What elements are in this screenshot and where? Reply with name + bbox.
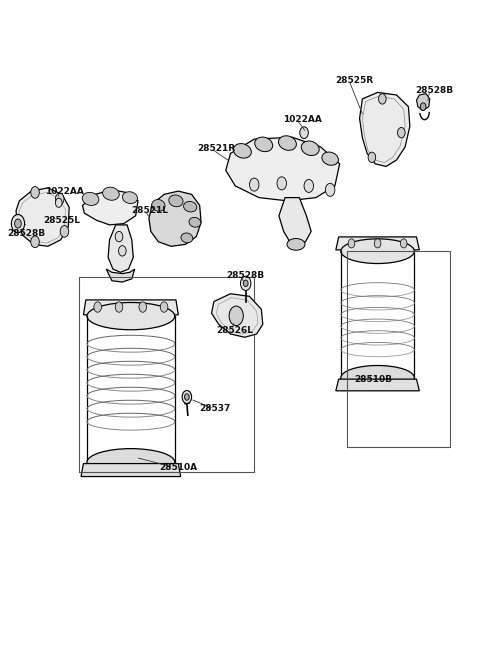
Ellipse shape [82, 193, 99, 206]
Circle shape [304, 179, 313, 193]
Text: 28521L: 28521L [131, 206, 168, 215]
Circle shape [243, 280, 248, 287]
Circle shape [368, 152, 376, 162]
Text: 1022AA: 1022AA [46, 187, 84, 196]
Ellipse shape [181, 233, 193, 243]
Polygon shape [16, 188, 69, 246]
Circle shape [31, 187, 39, 198]
Text: 1022AA: 1022AA [283, 115, 322, 124]
Polygon shape [212, 293, 263, 337]
Circle shape [250, 178, 259, 191]
Text: 28528B: 28528B [8, 229, 46, 238]
Circle shape [56, 198, 62, 208]
Polygon shape [336, 379, 420, 391]
Text: 28528B: 28528B [226, 271, 264, 280]
Circle shape [325, 183, 335, 196]
Circle shape [348, 239, 355, 248]
Ellipse shape [169, 195, 183, 207]
Ellipse shape [103, 187, 119, 200]
Circle shape [184, 394, 189, 400]
Polygon shape [184, 396, 190, 404]
Circle shape [374, 239, 381, 248]
Circle shape [115, 302, 123, 312]
Polygon shape [108, 225, 133, 272]
Ellipse shape [152, 200, 165, 212]
Polygon shape [336, 237, 420, 250]
Polygon shape [149, 191, 201, 246]
Text: 28521R: 28521R [197, 144, 235, 153]
Circle shape [182, 390, 192, 403]
Ellipse shape [301, 141, 319, 155]
Polygon shape [226, 137, 340, 201]
Ellipse shape [341, 365, 414, 390]
Polygon shape [106, 269, 135, 282]
Polygon shape [360, 92, 410, 166]
Text: 28525R: 28525R [335, 76, 373, 85]
Ellipse shape [183, 202, 197, 212]
Circle shape [300, 127, 308, 138]
Circle shape [94, 302, 101, 312]
Polygon shape [81, 464, 180, 477]
Circle shape [240, 276, 251, 290]
Circle shape [119, 246, 126, 256]
Circle shape [160, 302, 168, 312]
Text: 28525L: 28525L [43, 216, 80, 225]
Text: 28528B: 28528B [416, 86, 454, 95]
Polygon shape [417, 94, 430, 111]
Ellipse shape [122, 192, 137, 204]
Ellipse shape [189, 217, 201, 227]
Circle shape [14, 219, 21, 228]
Circle shape [397, 128, 405, 138]
Circle shape [139, 302, 146, 312]
Ellipse shape [87, 303, 175, 329]
Circle shape [400, 239, 407, 248]
Circle shape [420, 103, 426, 111]
Circle shape [115, 231, 123, 242]
Ellipse shape [233, 143, 252, 158]
Ellipse shape [322, 152, 338, 165]
Circle shape [31, 236, 39, 248]
Ellipse shape [341, 239, 414, 263]
Polygon shape [83, 190, 138, 225]
Polygon shape [84, 300, 179, 315]
Text: 28537: 28537 [200, 404, 231, 413]
Ellipse shape [87, 449, 175, 476]
Polygon shape [279, 198, 311, 244]
Ellipse shape [278, 136, 297, 151]
Circle shape [60, 225, 69, 237]
Text: 28510A: 28510A [159, 462, 197, 472]
Circle shape [12, 214, 24, 233]
Circle shape [229, 306, 243, 326]
Circle shape [379, 94, 386, 104]
Text: 28526L: 28526L [216, 326, 253, 335]
Ellipse shape [255, 137, 273, 152]
Circle shape [56, 193, 64, 205]
Ellipse shape [287, 238, 305, 250]
Text: 28510B: 28510B [354, 375, 392, 384]
Circle shape [277, 177, 287, 190]
